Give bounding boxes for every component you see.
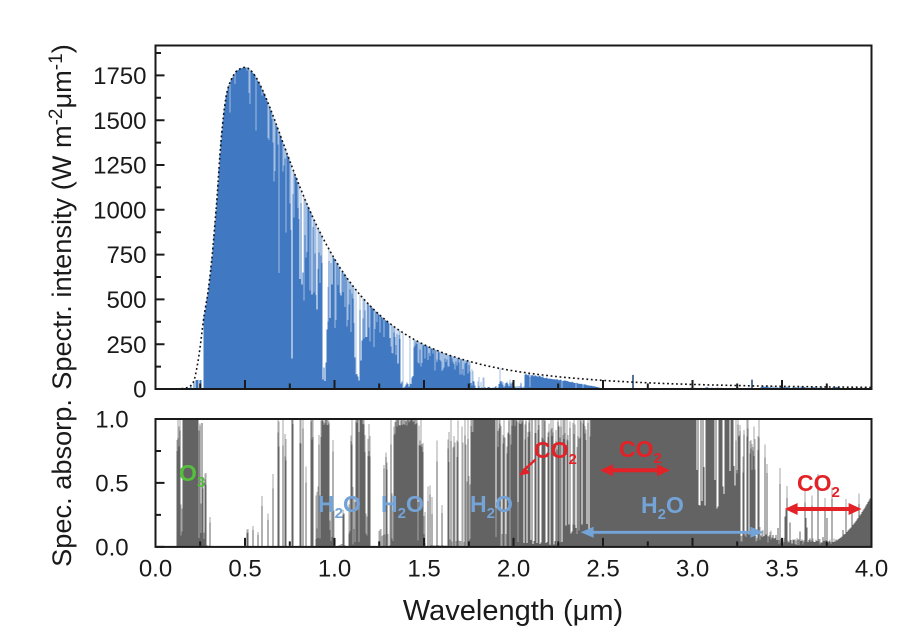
- svg-text:0: 0: [133, 377, 146, 404]
- svg-text:1.0: 1.0: [318, 555, 351, 582]
- svg-text:1000: 1000: [93, 197, 146, 224]
- svg-text:0.0: 0.0: [139, 555, 172, 582]
- svg-text:Wavelength (μm): Wavelength (μm): [403, 595, 623, 627]
- svg-text:3.5: 3.5: [765, 555, 798, 582]
- svg-text:1750: 1750: [93, 63, 146, 90]
- svg-text:0.5: 0.5: [228, 555, 261, 582]
- svg-text:2.0: 2.0: [497, 555, 530, 582]
- svg-text:1.0: 1.0: [95, 407, 128, 434]
- svg-text:Spec. absorp.: Spec. absorp.: [46, 399, 77, 567]
- svg-text:Spectr. intensity (W m-2μm-1): Spectr. intensity (W m-2μm-1): [46, 44, 77, 390]
- svg-text:0.5: 0.5: [95, 471, 128, 498]
- svg-text:1500: 1500: [93, 108, 146, 135]
- svg-text:1.5: 1.5: [407, 555, 440, 582]
- svg-text:H2O: H2O: [381, 491, 424, 522]
- svg-text:2.5: 2.5: [586, 555, 619, 582]
- svg-text:500: 500: [106, 287, 146, 314]
- svg-text:750: 750: [106, 242, 146, 269]
- svg-text:250: 250: [106, 332, 146, 359]
- svg-text:4.0: 4.0: [855, 555, 888, 582]
- svg-text:0.0: 0.0: [95, 535, 128, 562]
- svg-text:1250: 1250: [93, 153, 146, 180]
- svg-text:3.0: 3.0: [676, 555, 709, 582]
